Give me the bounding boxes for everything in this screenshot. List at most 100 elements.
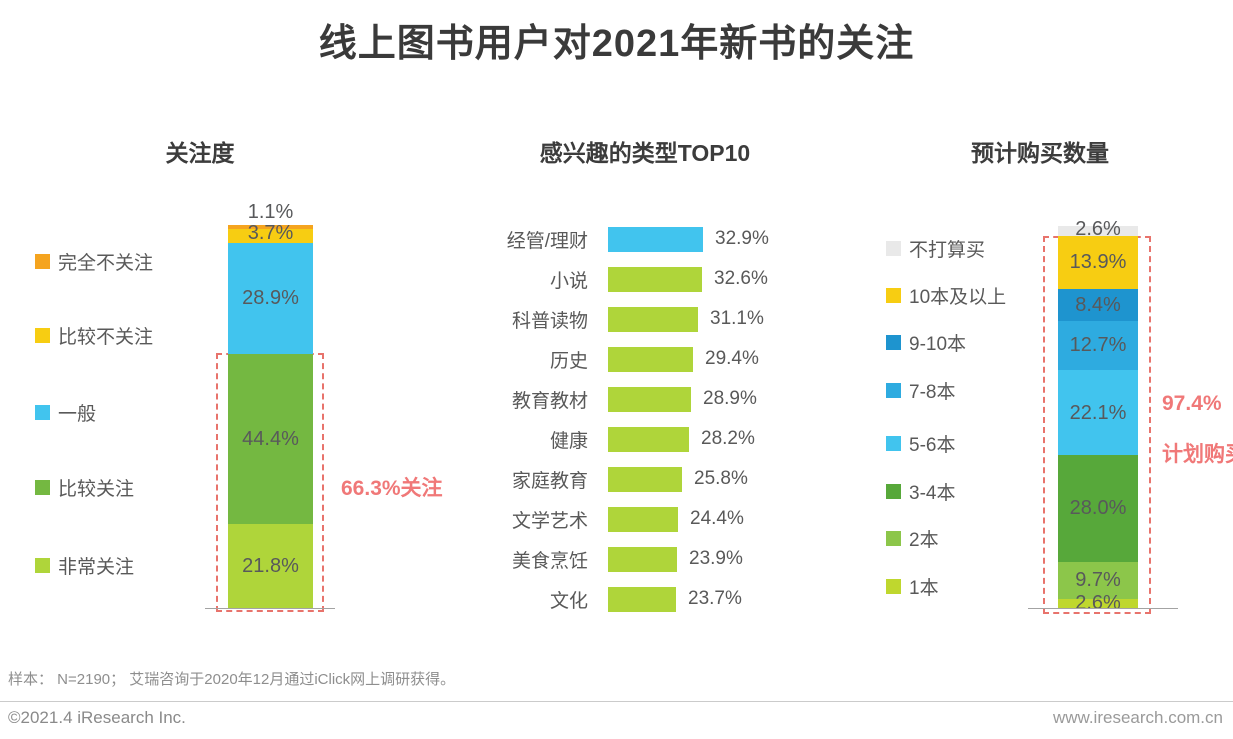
bar-row-label: 教育教材 (511, 390, 588, 412)
stack-segment-fairly-attentive (228, 354, 313, 524)
bar-row-label: 家庭教育 (511, 470, 588, 492)
value-label: 13.9% (1069, 251, 1127, 273)
attention-stacked-bar (228, 225, 313, 608)
bar-row-value: 32.9% (715, 228, 769, 249)
value-label: 28.0% (1069, 497, 1127, 519)
bar (608, 386, 691, 412)
bar (608, 306, 698, 332)
bar-row: 科普读物 31.1% (458, 299, 878, 339)
bar-row-value: 23.7% (688, 588, 742, 609)
legend-item-wont-buy: 不打算买 (886, 235, 985, 262)
value-label: 8.4% (1075, 294, 1121, 316)
section-title-attention: 关注度 (165, 140, 235, 166)
annotation-attention: 66.3%关注 (341, 477, 443, 500)
bar-row-label: 文学艺术 (511, 510, 588, 532)
value-label: 1.1% (247, 201, 294, 223)
legend-swatch-green (35, 480, 50, 495)
bar (608, 506, 678, 532)
legend-item-little-attention: 比较不关注 (35, 322, 153, 349)
purchase-stacked-bar (1058, 226, 1138, 609)
stack-segment-9-10 (1058, 289, 1138, 321)
bar-row-value: 28.2% (701, 428, 755, 449)
legend-item-1: 1本 (886, 573, 939, 600)
bar (608, 266, 702, 292)
legend-label: 3-4本 (909, 483, 956, 504)
bar-row-value: 29.4% (705, 348, 759, 369)
top10-bar-chart: 经管/理财 32.9% 小说 32.6% 科普读物 31.1% 历史 29.4%… (458, 219, 878, 619)
bar-row: 经管/理财 32.9% (458, 219, 878, 259)
bar (608, 546, 677, 572)
section-title-purchase: 预计购买数量 (971, 140, 1109, 166)
bar (608, 466, 682, 492)
legend-swatch-orange (35, 254, 50, 269)
bar-row-value: 24.4% (690, 508, 744, 529)
annotation-purchase-label: 计划购买 (1162, 443, 1233, 466)
bar-row-label: 健康 (549, 430, 588, 452)
legend-item-fairly-attentive: 比较关注 (35, 474, 134, 501)
stack-segment-wont-buy (1058, 226, 1138, 236)
legend-item-5-6: 5-6本 (886, 430, 955, 457)
axis-baseline-right (1028, 608, 1178, 609)
legend-item-neutral: 一般 (35, 399, 96, 426)
bar-row-label: 小说 (549, 270, 588, 292)
bar-row: 教育教材 28.9% (458, 379, 878, 419)
stack-segment-very-attentive (228, 524, 313, 608)
sample-note: 样本： N=2190； 艾瑞咨询于2020年12月通过iClick网上调研获得。 (8, 671, 456, 688)
stack-segment-5-6 (1058, 370, 1138, 455)
stack-segment-2 (1058, 562, 1138, 599)
bar-row-label: 美食烹饪 (511, 550, 588, 572)
website-text: www.iresearch.com.cn (1052, 708, 1223, 727)
legend-label: 一般 (58, 404, 97, 425)
annotation-purchase-value: 97.4% (1162, 392, 1222, 415)
bar-row: 文学艺术 24.4% (458, 499, 878, 539)
stack-segment-1 (1058, 599, 1138, 609)
bar-row-label: 文化 (549, 590, 588, 612)
legend-swatch-gray (886, 241, 901, 256)
bar-row-value: 28.9% (703, 388, 757, 409)
legend-item-very-attentive: 非常关注 (35, 552, 134, 579)
legend-label: 10本及以上 (909, 287, 1007, 308)
legend-label: 9-10本 (909, 334, 967, 355)
bar-row-value: 32.6% (714, 268, 768, 289)
bar-row: 美食烹饪 23.9% (458, 539, 878, 579)
bar-row: 历史 29.4% (458, 339, 878, 379)
legend-swatch-dark-green (886, 484, 901, 499)
footer-divider (0, 701, 1233, 702)
legend-label: 比较关注 (58, 479, 135, 500)
bar-row: 文化 23.7% (458, 579, 878, 619)
stack-segment-neutral (228, 243, 313, 354)
axis-baseline-left (205, 608, 335, 609)
value-label: 12.7% (1069, 334, 1127, 356)
value-label: 2.6% (1075, 592, 1121, 614)
stack-segment-no-attention (228, 225, 313, 229)
bar-row-value: 25.8% (694, 468, 748, 489)
legend-swatch-dark-blue (886, 335, 901, 350)
legend-swatch-yellow-green (35, 558, 50, 573)
legend-swatch-mid-blue (886, 383, 901, 398)
legend-swatch-light-blue (886, 436, 901, 451)
stack-segment-7-8 (1058, 321, 1138, 370)
legend-label: 完全不关注 (58, 253, 154, 274)
legend-item-2: 2本 (886, 525, 939, 552)
legend-item-10plus: 10本及以上 (886, 282, 1006, 309)
legend-item-no-attention: 完全不关注 (35, 248, 153, 275)
legend-swatch-gold (35, 328, 50, 343)
value-label: 28.9% (242, 287, 299, 309)
legend-swatch-yellow-green-light (886, 579, 901, 594)
legend-swatch-light-blue (35, 405, 50, 420)
section-title-top10: 感兴趣的类型TOP10 (539, 140, 751, 166)
legend-label: 5-6本 (909, 435, 956, 456)
legend-label: 不打算买 (909, 240, 986, 261)
legend-swatch-mid-green (886, 531, 901, 546)
stack-segment-little-attention (228, 229, 313, 243)
bar-row-label: 科普读物 (511, 310, 588, 332)
legend-label: 2本 (909, 530, 939, 551)
value-label: 21.8% (242, 555, 299, 577)
legend-item-7-8: 7-8本 (886, 377, 955, 404)
stack-segment-10plus (1058, 236, 1138, 289)
bar-row-value: 31.1% (710, 308, 764, 329)
page-title: 线上图书用户对2021年新书的关注 (318, 23, 915, 65)
bar (608, 426, 689, 452)
bar (608, 226, 703, 252)
